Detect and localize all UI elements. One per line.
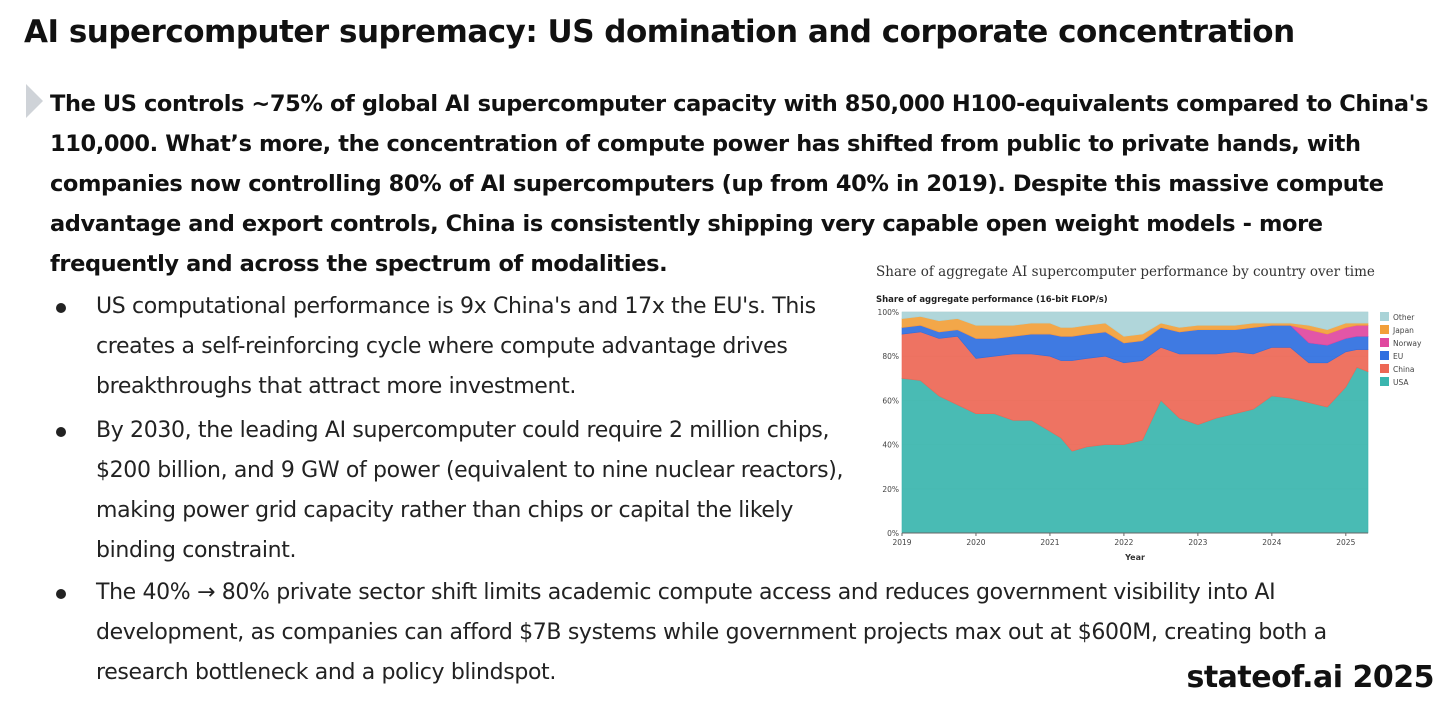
legend-swatch-japan — [1380, 325, 1389, 334]
slide-title: AI supercomputer supremacy: US dominatio… — [24, 14, 1295, 50]
y-tick-label: 20% — [882, 485, 899, 494]
x-tick-label: 2022 — [1114, 538, 1133, 547]
bullet-dot-icon — [56, 589, 66, 599]
bullet-text: US computational performance is 9x China… — [96, 294, 816, 399]
brand-label: stateof.ai 2025 — [1186, 660, 1434, 695]
legend-swatch-china — [1380, 364, 1389, 373]
bullet-list: US computational performance is 9x China… — [56, 287, 1386, 693]
y-tick-label: 100% — [878, 308, 899, 317]
x-tick-label: 2024 — [1262, 538, 1281, 547]
chart-title: Share of aggregate AI supercomputer perf… — [876, 264, 1375, 280]
legend-swatch-usa — [1380, 377, 1389, 386]
y-tick-label: 0% — [887, 529, 899, 538]
x-tick-label: 2020 — [966, 538, 985, 547]
x-tick-label: 2019 — [892, 538, 911, 547]
chart-ylabel: Share of aggregate performance (16-bit F… — [876, 295, 1108, 305]
legend-label-norway: Norway — [1393, 339, 1422, 348]
bullet-item: The 40% → 80% private sector shift limit… — [56, 573, 1386, 693]
x-tick-label: 2021 — [1040, 538, 1059, 547]
bullet-text: The 40% → 80% private sector shift limit… — [96, 580, 1327, 685]
bullet-text: By 2030, the leading AI supercomputer co… — [96, 418, 844, 563]
chevron-right-icon — [26, 84, 43, 118]
y-tick-label: 80% — [882, 352, 899, 361]
bullet-dot-icon — [56, 427, 66, 437]
x-tick-label: 2025 — [1336, 538, 1355, 547]
legend-label-eu: EU — [1393, 352, 1403, 361]
bullet-dot-icon — [56, 303, 66, 313]
bullet-item: By 2030, the leading AI supercomputer co… — [56, 411, 866, 571]
area-chart: 0% 20% 40% 60% 80% 100% 2019 2020 2021 2022 2023 20… — [878, 308, 1422, 562]
legend-label-china: China — [1393, 365, 1414, 374]
bullet-item: US computational performance is 9x China… — [56, 287, 866, 407]
legend-label-japan: Japan — [1392, 326, 1414, 335]
y-tick-label: 60% — [882, 396, 899, 405]
x-axis-label: Year — [1124, 553, 1145, 562]
legend-label-other: Other — [1393, 313, 1415, 322]
area-series-other — [901, 311, 1369, 337]
intro-paragraph: The US controls ~75% of global AI superc… — [50, 91, 1429, 277]
legend-label-usa: USA — [1393, 378, 1409, 387]
y-tick-label: 40% — [882, 441, 899, 450]
x-tick-label: 2023 — [1188, 538, 1207, 547]
legend-swatch-norway — [1380, 338, 1389, 347]
chart-container: 0% 20% 40% 60% 80% 100% 2019 2020 2021 2022 2023 20… — [872, 262, 1432, 567]
legend-swatch-other — [1380, 312, 1389, 321]
legend-swatch-eu — [1380, 351, 1389, 360]
